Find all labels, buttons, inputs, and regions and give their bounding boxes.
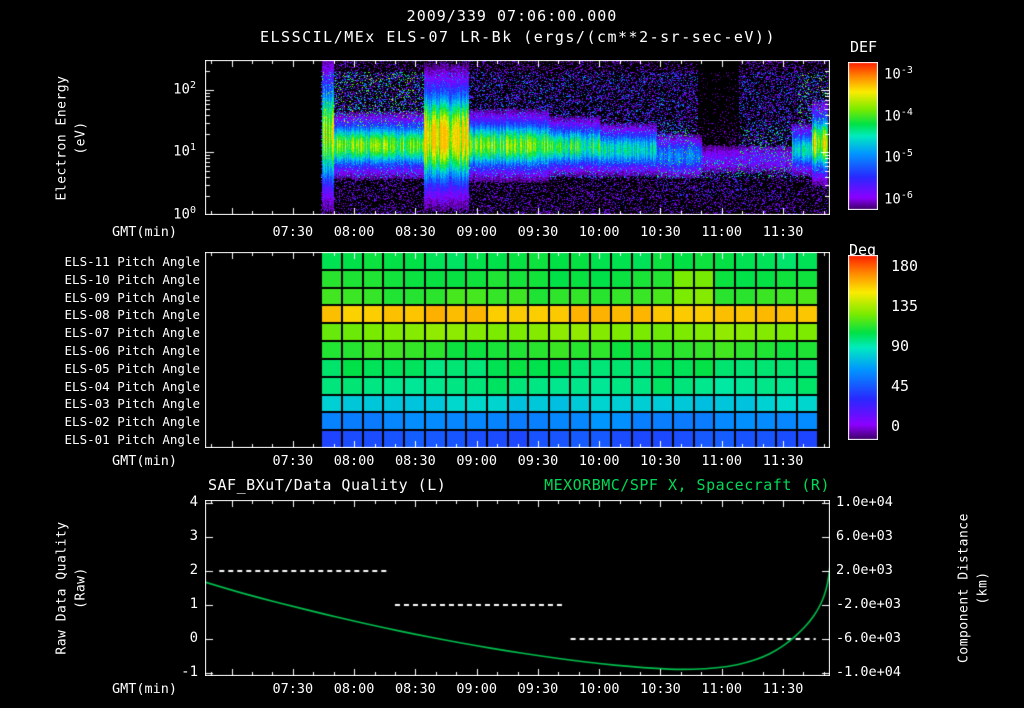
time-tick-label: 07:30 xyxy=(272,224,314,240)
page-title: 2009/339 07:06:00.000 xyxy=(406,7,618,25)
component-distance-axis-label: Component Distance xyxy=(956,513,972,663)
pitch-row-label: ELS-05 Pitch Angle xyxy=(64,360,200,376)
quality-tick-label: -1 xyxy=(181,664,198,680)
time-tick-label: 09:30 xyxy=(517,681,559,697)
pitch-row-label: ELS-11 Pitch Angle xyxy=(64,253,200,269)
pitch-row-label: ELS-03 Pitch Angle xyxy=(64,396,200,412)
time-axis-row-2: GMT(min) 07:30 08:00 08:30 09:00 09:30 10:00 1… xyxy=(0,453,1024,469)
deg-tick-label: 45 xyxy=(891,377,910,395)
time-tick-label: 11:00 xyxy=(701,681,743,697)
time-tick-label: 10:00 xyxy=(578,224,620,240)
time-tick-label: 11:30 xyxy=(762,453,804,469)
deg-colorbar xyxy=(848,255,878,440)
def-tick-label: 10-3 xyxy=(884,65,913,83)
pitch-angle-heatmap xyxy=(205,252,830,448)
time-tick-label: 10:00 xyxy=(578,681,620,697)
spectrogram-canvas xyxy=(205,60,830,215)
time-tick-label: 08:30 xyxy=(395,224,436,240)
quality-series-title: SAF_BXuT/Data Quality (L) xyxy=(208,476,447,494)
pitch-row-label: ELS-01 Pitch Angle xyxy=(64,432,200,448)
pitch-row-label: ELS-06 Pitch Angle xyxy=(64,343,200,358)
time-tick-label: 08:30 xyxy=(395,681,436,697)
def-colorbar xyxy=(848,62,878,210)
quality-tick-label: 4 xyxy=(189,494,198,510)
def-tick-label: 10-5 xyxy=(884,148,913,166)
raw-quality-axis-label: Raw Data Quality xyxy=(54,521,70,655)
time-tick-label: 09:00 xyxy=(456,453,497,469)
def-tick-label: 10-4 xyxy=(884,107,913,125)
electron-energy-axis-units: (eV) xyxy=(73,121,89,155)
time-axis-row-3: GMT(min) 07:30 08:00 08:30 09:00 09:30 10:00 1… xyxy=(0,681,1024,697)
time-tick-label: 11:00 xyxy=(701,224,743,240)
time-tick-label: 09:30 xyxy=(517,224,559,240)
pitch-row-label: ELS-08 Pitch Angle xyxy=(64,307,200,323)
spectrogram-title: ELSSCIL/MEx ELS-07 LR-Bk (ergs/(cm**2-sr… xyxy=(259,28,776,46)
time-axis-row-1: GMT(min) 07:30 08:00 08:30 09:00 09:30 10:00 1… xyxy=(0,224,1024,240)
distance-tick-label: -2.0e+03 xyxy=(836,596,902,612)
gmt-axis-label: GMT(min) xyxy=(112,224,178,240)
pitch-row-label: ELS-04 Pitch Angle xyxy=(64,378,200,394)
deg-tick-label: 135 xyxy=(891,297,919,315)
time-tick-label: 10:30 xyxy=(640,224,681,240)
time-tick-label: 10:30 xyxy=(640,681,681,697)
time-tick-label: 11:30 xyxy=(762,224,804,240)
quality-tick-label: 2 xyxy=(189,562,198,578)
spacecraft-series-title: MEXORBMC/SPF X, Spacecraft (R) xyxy=(544,476,830,494)
deg-tick-label: 180 xyxy=(891,257,919,275)
gmt-axis-label: GMT(min) xyxy=(112,681,178,697)
time-tick-label: 10:30 xyxy=(640,453,681,469)
time-tick-label: 08:00 xyxy=(333,224,375,240)
def-colorbar-title: DEF xyxy=(850,38,878,56)
time-tick-label: 07:30 xyxy=(272,681,314,697)
energy-tick-label: 100 xyxy=(173,205,196,223)
energy-tick-label: 101 xyxy=(173,142,196,161)
component-distance-axis-units: (km) xyxy=(975,571,991,605)
pitch-row-label: ELS-07 Pitch Angle xyxy=(64,325,200,341)
time-tick-label: 09:30 xyxy=(517,453,559,469)
distance-tick-label: 2.0e+03 xyxy=(836,562,893,578)
pitch-row-label: ELS-02 Pitch Angle xyxy=(64,414,200,430)
deg-tick-label: 0 xyxy=(891,417,901,435)
time-tick-label: 09:00 xyxy=(456,224,497,240)
pitch-row-label: ELS-09 Pitch Angle xyxy=(64,289,200,305)
quality-tick-label: 1 xyxy=(189,596,198,612)
distance-tick-label: -1.0e+04 xyxy=(836,664,902,680)
distance-tick-label: -6.0e+03 xyxy=(836,630,902,646)
distance-tick-label: 1.0e+04 xyxy=(836,494,893,510)
gmt-axis-label: GMT(min) xyxy=(112,453,178,469)
def-tick-label: 10-6 xyxy=(884,190,913,208)
timeseries-canvas xyxy=(205,500,830,676)
time-tick-label: 09:00 xyxy=(456,681,497,697)
electron-energy-axis-label: Electron Energy xyxy=(54,75,70,201)
deg-tick-label: 90 xyxy=(891,337,910,355)
pitch-row-label: ELS-10 Pitch Angle xyxy=(64,271,200,287)
time-tick-label: 11:30 xyxy=(762,681,804,697)
time-tick-label: 08:30 xyxy=(395,453,436,469)
time-tick-label: 10:00 xyxy=(578,453,620,469)
time-tick-label: 08:00 xyxy=(333,453,375,469)
quality-tick-label: 3 xyxy=(189,528,198,544)
time-tick-label: 08:00 xyxy=(333,681,375,697)
deg-colorbar-title: Deg xyxy=(849,241,877,259)
energy-tick-label: 102 xyxy=(173,79,196,98)
raw-quality-axis-units: (Raw) xyxy=(73,567,89,609)
distance-tick-label: 6.0e+03 xyxy=(836,528,893,544)
time-tick-label: 07:30 xyxy=(272,453,314,469)
quality-tick-label: 0 xyxy=(189,630,198,646)
time-tick-label: 11:00 xyxy=(701,453,743,469)
